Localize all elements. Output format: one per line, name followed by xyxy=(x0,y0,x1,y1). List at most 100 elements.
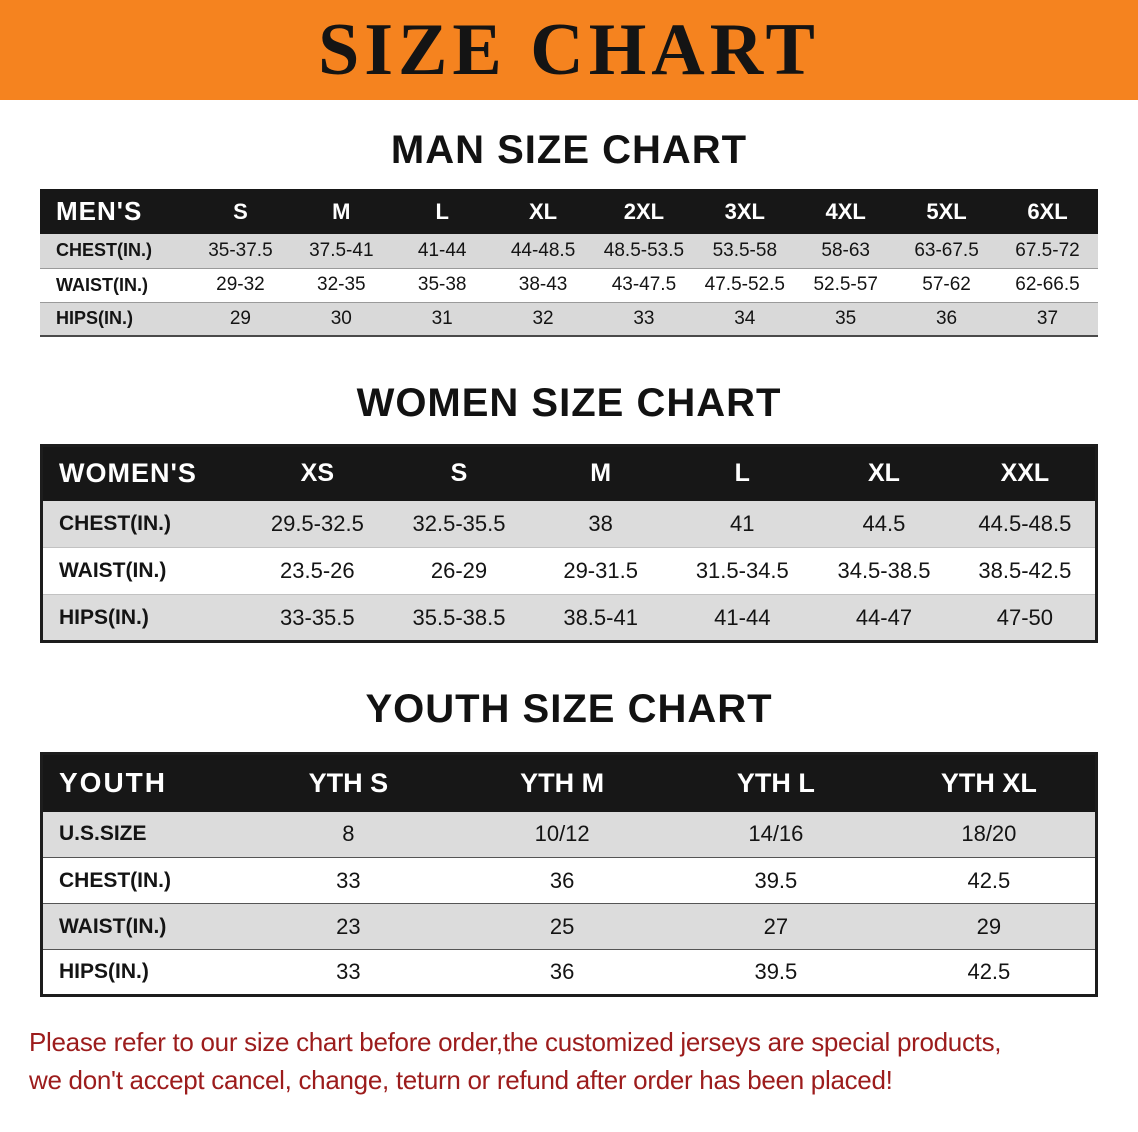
size-cell: 29.5-32.5 xyxy=(270,510,364,536)
size-cell: 34 xyxy=(734,307,756,329)
size-cell: 14/16 xyxy=(748,821,804,847)
men-table-title: MEN'S xyxy=(40,189,190,234)
size-column-header: XL xyxy=(813,445,955,501)
table-row-chest: CHEST(IN.) 35-37.5 37.5-41 41-44 44-48.5… xyxy=(40,234,1098,268)
size-cell: 32-35 xyxy=(317,274,366,295)
table-row-waist: WAIST(IN.) 23 25 27 29 xyxy=(41,903,1097,950)
size-cell: 52.5-57 xyxy=(813,274,878,295)
size-chart-page: SIZE CHART MAN SIZE CHART MEN'S S M L XL… xyxy=(0,0,1138,1099)
size-cell: 10/12 xyxy=(534,821,590,847)
youth-header-row: YOUTH YTH S YTH M YTH L YTH XL xyxy=(41,753,1097,812)
men-section-heading: MAN SIZE CHART xyxy=(390,128,748,172)
size-column-header: YTH M xyxy=(455,753,669,812)
size-cell: 33-35.5 xyxy=(280,604,355,630)
disclaimer-line-2: we don't accept cancel, change, teturn o… xyxy=(29,1065,893,1095)
size-cell: 38.5-42.5 xyxy=(978,558,1072,583)
size-cell: 35 xyxy=(835,307,857,329)
size-cell: 35.5-38.5 xyxy=(412,604,506,630)
size-cell: 58-63 xyxy=(821,239,870,261)
size-column-header: S xyxy=(190,189,291,234)
size-cell: 43-47.5 xyxy=(611,274,677,295)
size-column-header: XXL xyxy=(954,445,1097,501)
size-cell: 47.5-52.5 xyxy=(704,274,785,295)
size-cell: 23 xyxy=(336,913,361,939)
size-cell: 29 xyxy=(976,913,1002,939)
size-chart-banner: SIZE CHART xyxy=(0,0,1138,100)
men-header-row: MEN'S S M L XL 2XL 3XL 4XL 5XL 6XL xyxy=(40,189,1098,234)
size-column-header: 2XL xyxy=(593,189,695,234)
table-row-chest: CHEST(IN.) 33 36 39.5 42.5 xyxy=(41,858,1097,904)
table-row-us-size: U.S.SIZE 8 10/12 14/16 18/20 xyxy=(41,811,1097,858)
size-column-header: XS xyxy=(246,445,389,501)
size-column-header: 5XL xyxy=(896,189,997,234)
size-column-header: S xyxy=(388,445,530,501)
size-column-header: M xyxy=(529,445,672,501)
size-cell: 25 xyxy=(549,913,575,939)
size-cell: 39.5 xyxy=(754,959,798,984)
size-column-header: XL xyxy=(492,189,594,234)
size-column-header: L xyxy=(671,445,814,501)
size-cell: 37 xyxy=(1036,307,1059,329)
size-cell: 37.5-41 xyxy=(309,239,374,261)
size-cell: 31 xyxy=(431,307,453,329)
size-cell: 23.5-26 xyxy=(280,558,355,583)
women-section: WOMEN SIZE CHART WOMEN'S XS S M L XL XXL… xyxy=(0,337,1138,643)
size-column-header: 3XL xyxy=(694,189,796,234)
size-cell: 36 xyxy=(549,959,575,984)
row-label: CHEST(IN.) xyxy=(56,240,152,261)
size-column-header: YTH S xyxy=(241,753,456,812)
page-title: SIZE CHART xyxy=(318,8,820,91)
size-cell: 36 xyxy=(549,867,575,893)
size-cell: 44.5 xyxy=(862,510,906,536)
size-cell: 67.5-72 xyxy=(1015,239,1080,261)
youth-section: YOUTH SIZE CHART YOUTH YTH S YTH M YTH L… xyxy=(0,643,1138,997)
size-cell: 53.5-58 xyxy=(712,239,778,261)
size-cell: 26-29 xyxy=(430,558,488,583)
women-table-title: WOMEN'S xyxy=(41,445,247,501)
size-cell: 27 xyxy=(763,913,789,939)
table-row-waist: WAIST(IN.) 23.5-26 26-29 29-31.5 31.5-34… xyxy=(41,548,1097,595)
size-cell: 57-62 xyxy=(922,274,971,295)
row-label: U.S.SIZE xyxy=(59,822,147,846)
size-cell: 44-47 xyxy=(855,604,913,630)
size-cell: 32 xyxy=(532,307,554,329)
size-cell: 44-48.5 xyxy=(510,239,576,261)
size-column-header: 4XL xyxy=(795,189,897,234)
size-cell: 33 xyxy=(336,867,361,893)
size-cell: 36 xyxy=(935,307,958,329)
size-cell: 63-67.5 xyxy=(914,239,979,261)
disclaimer-line-1: Please refer to our size chart before or… xyxy=(29,1027,1002,1057)
youth-size-table: YOUTH YTH S YTH M YTH L YTH XL U.S.SIZE … xyxy=(40,752,1098,997)
table-row-hips: HIPS(IN.) 33 36 39.5 42.5 xyxy=(42,950,1097,996)
men-size-table: MEN'S S M L XL 2XL 3XL 4XL 5XL 6XL CHEST… xyxy=(40,189,1098,337)
order-disclaimer: Please refer to our size chart before or… xyxy=(29,1023,1109,1099)
size-cell: 42.5 xyxy=(967,959,1011,984)
size-cell: 34.5-38.5 xyxy=(837,558,931,583)
size-column-header: L xyxy=(391,189,493,234)
size-column-header: 6XL xyxy=(997,189,1098,234)
size-cell: 8 xyxy=(342,821,355,847)
size-cell: 38 xyxy=(588,510,613,536)
size-cell: 35-38 xyxy=(417,274,467,295)
table-row-hips: HIPS(IN.) 29 30 31 32 33 34 35 36 37 xyxy=(40,302,1098,336)
size-column-header: YTH XL xyxy=(882,753,1097,812)
men-section: MAN SIZE CHART MEN'S S M L XL 2XL 3XL 4X… xyxy=(0,100,1138,337)
size-cell: 42.5 xyxy=(967,867,1011,893)
size-cell: 47-50 xyxy=(996,604,1054,630)
size-cell: 38.5-41 xyxy=(563,604,638,630)
size-cell: 18/20 xyxy=(961,821,1017,847)
size-cell: 35-37.5 xyxy=(208,239,273,261)
row-label: CHEST(IN.) xyxy=(59,511,171,535)
size-cell: 32.5-35.5 xyxy=(412,510,506,536)
women-size-table: WOMEN'S XS S M L XL XXL CHEST(IN.) 29.5-… xyxy=(40,444,1098,643)
size-cell: 39.5 xyxy=(754,867,798,893)
row-label: HIPS(IN.) xyxy=(56,308,134,329)
size-column-header: M xyxy=(290,189,392,234)
size-cell: 41-44 xyxy=(714,604,771,630)
size-cell: 38-43 xyxy=(518,274,568,295)
row-label: CHEST(IN.) xyxy=(59,868,171,892)
row-label: HIPS(IN.) xyxy=(59,960,149,983)
youth-section-heading: YOUTH SIZE CHART xyxy=(365,687,773,731)
size-cell: 33 xyxy=(633,307,655,329)
table-row-chest: CHEST(IN.) 29.5-32.5 32.5-35.5 38 41 44.… xyxy=(41,500,1097,548)
